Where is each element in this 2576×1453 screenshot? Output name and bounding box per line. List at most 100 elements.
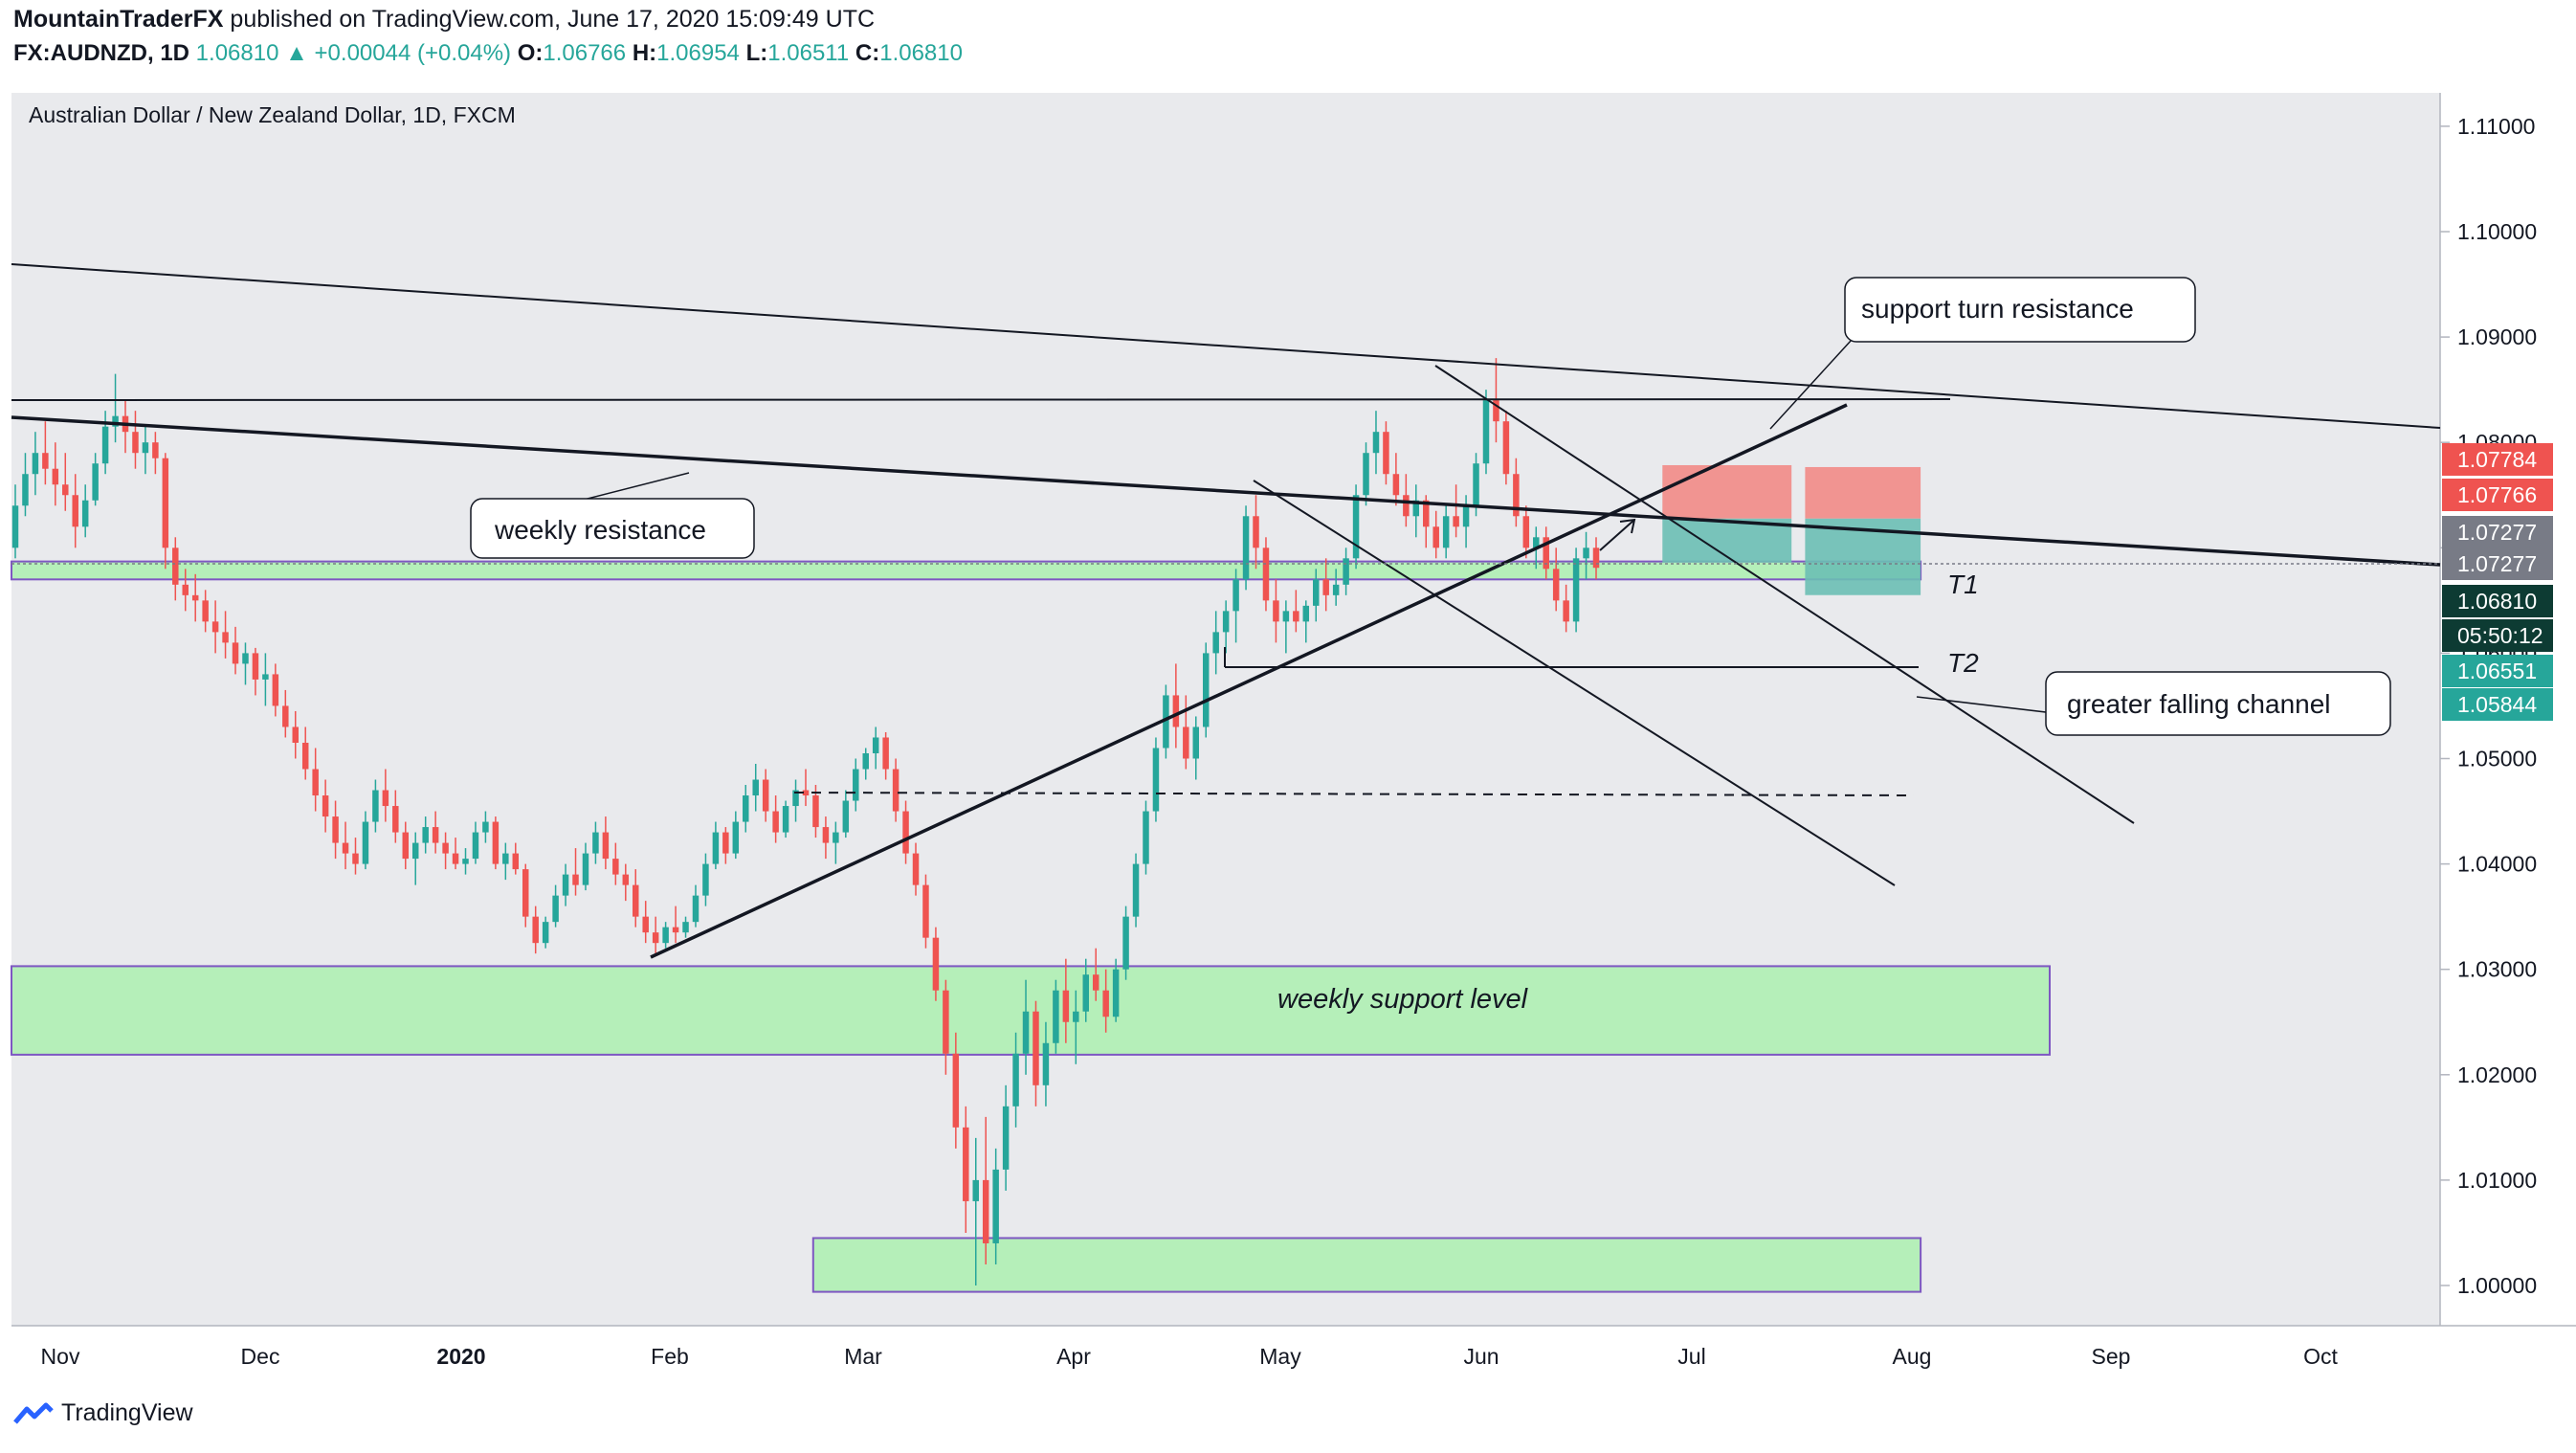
candle-body bbox=[1522, 516, 1530, 548]
candle-body bbox=[1423, 500, 1430, 527]
candle-body bbox=[912, 853, 920, 885]
candle-body bbox=[1242, 516, 1250, 580]
zone-lower-support bbox=[811, 1237, 1922, 1293]
candle-body bbox=[892, 769, 899, 812]
time-tick-label: Aug bbox=[1893, 1344, 1932, 1369]
candle-body bbox=[982, 1179, 989, 1243]
candle-body bbox=[1112, 969, 1120, 1017]
candle-body bbox=[612, 859, 619, 875]
price-label-text: 05:50:12 bbox=[2457, 623, 2543, 648]
price-tick-label: 1.05000 bbox=[2457, 747, 2537, 771]
candle-body bbox=[522, 869, 529, 917]
horizontal-resistance-line bbox=[11, 398, 1951, 401]
candle-body bbox=[1202, 653, 1210, 727]
candle-body bbox=[592, 832, 599, 854]
callout-weekly-resistance[interactable] bbox=[470, 498, 755, 559]
candle-body bbox=[242, 653, 249, 664]
price-label-box bbox=[2442, 619, 2553, 652]
callout-support-turn-resistance[interactable] bbox=[1844, 277, 2196, 343]
candle-body bbox=[692, 895, 700, 923]
candle-body bbox=[952, 1053, 960, 1128]
greater-falling-channel-line bbox=[1434, 365, 2135, 824]
low-label: L: bbox=[745, 40, 768, 66]
symbol-name: FX:AUDNZD, 1D bbox=[13, 40, 189, 66]
high-value: 1.06954 bbox=[656, 40, 740, 66]
target-1-label: T1 bbox=[1947, 570, 1979, 599]
candle-body bbox=[502, 853, 509, 864]
price-label-text: 1.05844 bbox=[2457, 692, 2537, 717]
projection-arrow-path bbox=[1599, 519, 1635, 551]
price-label-text: 1.07277 bbox=[2457, 551, 2537, 576]
candle-body bbox=[1343, 558, 1349, 585]
tradingview-brand[interactable]: TradingView bbox=[13, 1399, 193, 1427]
callout-weekly-resistance-text: weekly resistance bbox=[494, 515, 706, 545]
time-tick-label: Feb bbox=[651, 1344, 689, 1369]
tradingview-logo-icon bbox=[13, 1402, 54, 1424]
candle-body bbox=[432, 827, 439, 843]
time-tick-label: Mar bbox=[844, 1344, 882, 1369]
price-label-text: 1.06810 bbox=[2457, 589, 2537, 614]
price-label-box bbox=[2442, 688, 2553, 721]
candle-body bbox=[532, 916, 539, 944]
candle-body bbox=[732, 821, 740, 854]
candle-body bbox=[322, 795, 329, 817]
candle-body bbox=[1222, 611, 1230, 633]
candle-body bbox=[1132, 863, 1140, 917]
candle-body bbox=[932, 937, 940, 991]
weekly-support-level-label: weekly support level bbox=[1277, 984, 1529, 1015]
low-value: 1.06511 bbox=[767, 40, 850, 66]
publish-date: published on TradingView.com, June 17, 2… bbox=[230, 6, 876, 33]
candle-body bbox=[802, 790, 810, 796]
candle-body bbox=[362, 821, 369, 864]
position-1-stop-zone bbox=[1662, 464, 1792, 519]
close-value: 1.06810 bbox=[879, 40, 963, 66]
candle-body bbox=[782, 806, 789, 833]
candle-body bbox=[1572, 558, 1580, 622]
zones-layer bbox=[11, 560, 2051, 1293]
candle-body bbox=[1312, 579, 1320, 606]
candle-body bbox=[542, 922, 549, 944]
candle-body bbox=[482, 821, 489, 833]
price-change: ▲ +0.00044 (+0.04%) bbox=[285, 40, 512, 66]
publish-info: MountainTraderFX published on TradingVie… bbox=[13, 6, 875, 34]
time-tick-label: Jul bbox=[1677, 1344, 1705, 1369]
price-label-box bbox=[2442, 655, 2553, 687]
zone-weekly-support-level bbox=[11, 965, 2051, 1056]
candle-body bbox=[622, 874, 630, 885]
candle-body bbox=[512, 853, 520, 870]
candle-body bbox=[142, 442, 149, 454]
candle-body bbox=[1062, 990, 1070, 1022]
greater-channel-upper-line bbox=[11, 263, 2441, 429]
candle-body bbox=[32, 453, 39, 475]
price-label-box bbox=[2442, 548, 2553, 580]
callout-support-turn-text: support turn resistance bbox=[1861, 294, 2134, 324]
candle-body bbox=[943, 990, 949, 1054]
candle-body bbox=[1392, 474, 1400, 496]
candle-body bbox=[743, 795, 749, 822]
candle-body bbox=[182, 584, 189, 595]
drawings-layer: support turn resistance weekly resistanc… bbox=[11, 263, 2441, 1015]
candle-body bbox=[602, 832, 610, 860]
candle-body bbox=[1273, 600, 1279, 622]
candle-body bbox=[392, 806, 399, 833]
time-tick-label: 2020 bbox=[436, 1344, 485, 1369]
author-name[interactable]: MountainTraderFX bbox=[13, 6, 224, 33]
candle-body bbox=[1533, 537, 1540, 548]
candle-body bbox=[1082, 974, 1090, 1012]
candle-body bbox=[42, 453, 49, 469]
time-tick-label: Nov bbox=[41, 1344, 80, 1369]
candle-body bbox=[872, 737, 879, 753]
candle-body bbox=[1073, 1011, 1079, 1022]
price-label-text: 1.06551 bbox=[2457, 659, 2537, 683]
candle-body bbox=[272, 674, 279, 706]
price-label-box bbox=[2442, 516, 2553, 548]
candle-body bbox=[572, 874, 579, 885]
candle-body bbox=[833, 832, 839, 843]
candle-body bbox=[1322, 579, 1329, 595]
price-label-text: 1.07784 bbox=[2457, 447, 2537, 472]
candle-body bbox=[1493, 400, 1499, 422]
callout-greater-falling-channel[interactable] bbox=[2045, 671, 2391, 736]
candle-body bbox=[1372, 432, 1380, 454]
time-axis[interactable]: Nov Dec 2020 Feb Mar Apr May Jun Jul Aug Sep Oct bbox=[41, 1344, 2339, 1369]
